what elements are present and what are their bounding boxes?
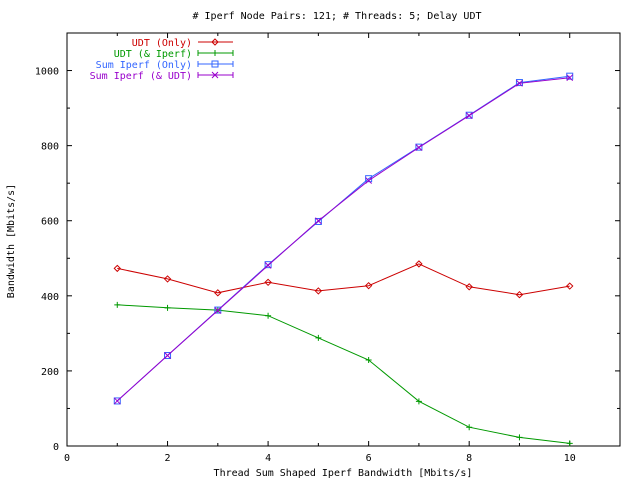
series-line [117,263,570,296]
data-point [365,357,372,364]
data-point [566,72,574,80]
series-3 [113,74,574,405]
legend-marker [211,38,219,46]
data-point [164,352,171,359]
data-point [415,143,423,151]
legend-label: Sum Iperf (& UDT) [90,71,192,82]
data-point [516,434,523,441]
y-tick-label: 200 [41,367,59,378]
legend: UDT (Only)UDT (& Iperf)Sum Iperf (Only)S… [90,38,234,82]
data-point [315,217,322,225]
data-point [264,261,272,269]
data-point [214,307,222,314]
data-point [164,352,172,360]
x-axis-ticks: 0 2 4 6 8 10 [64,33,576,464]
data-point [214,289,222,297]
y-axis-ticks: 0 200 400 600 800 1000 [35,67,620,453]
y-axis-label: Bandwidth [Mbits/s] [6,184,17,298]
x-tick-label: 0 [64,453,70,464]
data-point [415,260,423,268]
data-point [465,111,473,119]
data-point [516,79,523,87]
data-point [163,275,172,283]
data-point [114,301,121,308]
x-tick-label: 8 [466,453,472,464]
y-tick-label: 600 [41,217,59,228]
y-tick-label: 400 [41,292,59,303]
data-point [214,306,222,314]
data-point [365,177,372,184]
data-point [314,217,322,225]
x-tick-label: 4 [265,453,271,464]
series-line [116,77,570,402]
data-point [315,334,322,341]
data-point [364,281,373,290]
legend-marker [211,71,219,79]
series-line [117,304,570,444]
series-1 [114,301,573,447]
data-point [566,440,573,447]
data-point [466,424,473,431]
y-tick-label: 1000 [35,67,59,78]
series-layer [113,72,574,447]
data-point [465,283,473,291]
data-point [515,290,524,299]
series-0 [113,260,574,299]
data-point [113,264,121,273]
x-tick-label: 10 [564,453,576,464]
legend-label: UDT (& Iperf) [114,49,192,60]
y-tick-label: 0 [53,442,59,453]
data-point [566,74,574,82]
data-point [566,282,574,290]
x-tick-label: 6 [366,453,372,464]
chart-title: # Iperf Node Pairs: 121; # Threads: 5; D… [193,11,482,22]
x-tick-label: 2 [165,453,171,464]
data-point [465,112,473,119]
plot-frame [66,32,621,447]
y-tick-label: 800 [41,142,59,153]
data-point [264,262,272,269]
data-point [164,304,171,311]
legend-marker [211,60,219,68]
data-point [415,398,422,405]
data-point [113,397,121,405]
data-point [264,278,272,287]
data-point [415,144,423,151]
data-point [113,397,121,405]
data-point [314,287,323,295]
legend-label: UDT (Only) [132,38,192,49]
legend-label: Sum Iperf (Only) [96,60,192,71]
legend-marker [212,50,218,56]
x-axis-label: Thread Sum Shaped Iperf Bandwidth [Mbits… [214,468,473,479]
data-point [265,312,272,319]
